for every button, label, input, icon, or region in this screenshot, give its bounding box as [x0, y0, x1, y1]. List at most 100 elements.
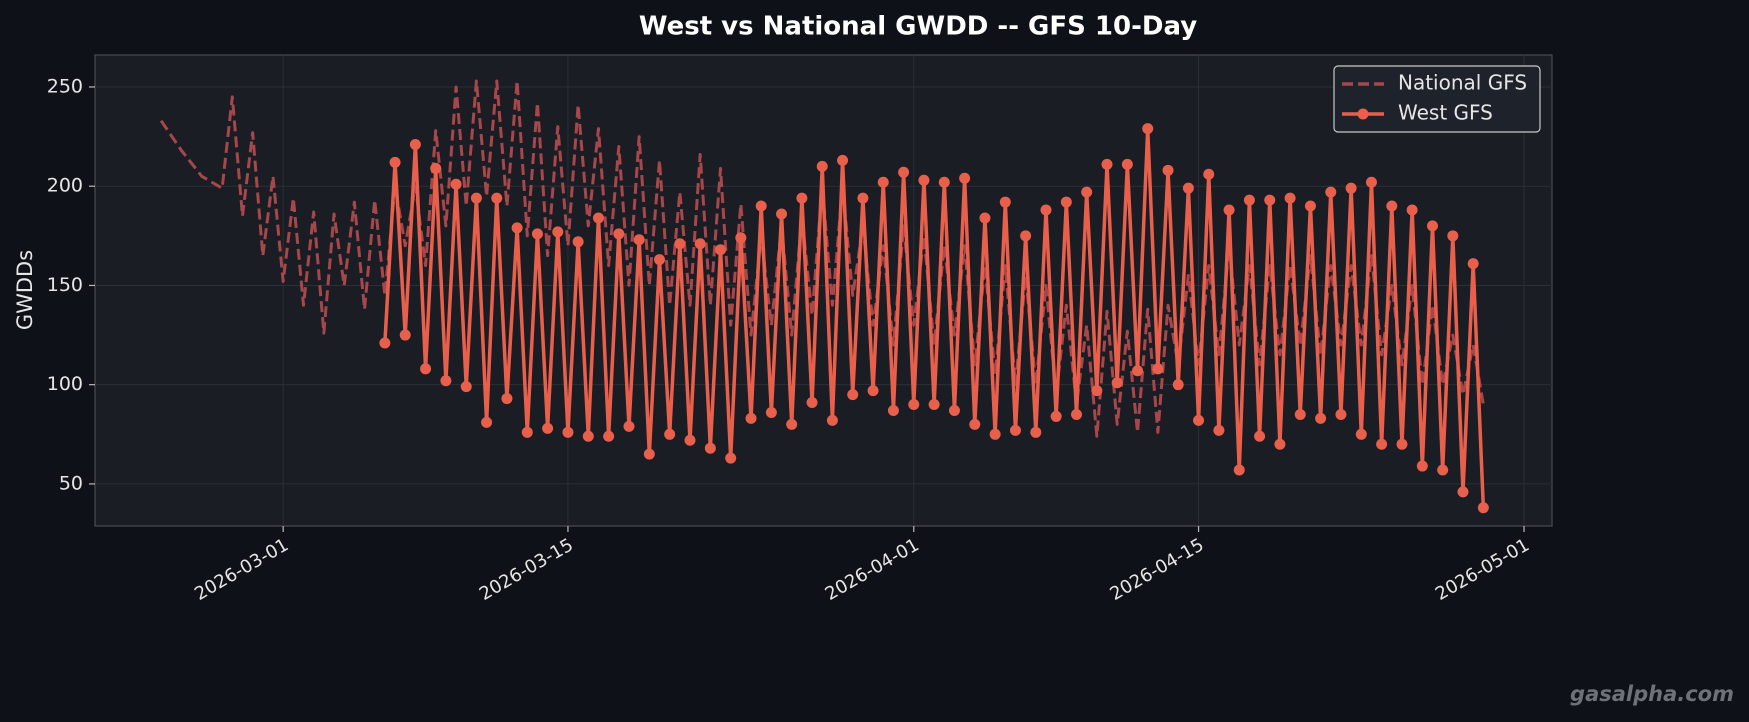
y-axis-label: GWDDs [13, 250, 37, 330]
data-point [898, 166, 910, 178]
data-point [450, 178, 462, 190]
data-point [1101, 158, 1113, 170]
data-point [389, 156, 401, 168]
data-point [623, 420, 635, 432]
data-point [1274, 438, 1286, 450]
legend-box [1333, 65, 1541, 133]
data-point [460, 381, 472, 393]
data-point [592, 212, 604, 224]
legend-label: West GFS [1398, 101, 1493, 125]
data-point [908, 399, 920, 411]
data-point [877, 176, 889, 188]
data-point [969, 418, 981, 430]
data-point [826, 414, 838, 426]
data-point [1284, 192, 1296, 204]
data-point [715, 244, 727, 256]
data-point [409, 139, 421, 151]
data-point [399, 329, 411, 341]
data-point [613, 228, 625, 240]
data-point [1162, 164, 1174, 176]
data-point [1172, 379, 1184, 391]
data-point [928, 399, 940, 411]
data-point [1142, 123, 1154, 135]
data-point [1325, 186, 1337, 198]
data-point [552, 226, 564, 238]
data-point [694, 238, 706, 250]
data-point [572, 236, 584, 248]
data-point [1376, 438, 1388, 450]
data-point [837, 154, 849, 166]
data-point [938, 176, 950, 188]
plot-area [94, 54, 1553, 527]
data-point [816, 160, 828, 172]
y-tick-label: 250 [47, 75, 83, 97]
data-point [511, 222, 523, 234]
data-point [979, 212, 991, 224]
data-point [959, 172, 971, 184]
data-point [1304, 200, 1316, 212]
data-point [684, 434, 696, 446]
data-point [1294, 408, 1306, 420]
data-point [847, 389, 859, 401]
data-point [1457, 486, 1469, 498]
data-point [867, 385, 879, 397]
data-point [603, 430, 615, 442]
data-point [420, 363, 432, 375]
data-point [1315, 412, 1327, 424]
data-point [470, 192, 482, 204]
legend-label: National GFS [1398, 71, 1527, 95]
data-point [1243, 194, 1255, 206]
y-tick-label: 100 [47, 373, 83, 395]
data-point [1050, 410, 1062, 422]
data-point [776, 208, 788, 220]
data-point [531, 228, 543, 240]
chart-title: West vs National GWDD -- GFS 10-Day [639, 12, 1197, 42]
data-point [857, 192, 869, 204]
data-point [1437, 464, 1449, 476]
data-point [582, 430, 594, 442]
data-point [1111, 377, 1123, 389]
data-point [1060, 196, 1072, 208]
data-point [430, 162, 442, 174]
legend: National GFS West GFS [1333, 65, 1541, 133]
data-point [1386, 200, 1398, 212]
data-point [1416, 460, 1428, 472]
data-point [735, 232, 747, 244]
data-point [501, 393, 513, 405]
data-point [1081, 186, 1093, 198]
data-point [1335, 408, 1347, 420]
data-point [1203, 168, 1215, 180]
data-point [1223, 204, 1235, 216]
data-point [664, 428, 676, 440]
data-point [1406, 204, 1418, 216]
data-point [1365, 176, 1377, 188]
data-point [633, 234, 645, 246]
series-group [159, 79, 1489, 514]
data-point [1467, 258, 1479, 270]
data-point [1121, 158, 1133, 170]
data-point [918, 174, 930, 186]
data-point [440, 375, 452, 387]
data-point [643, 448, 655, 460]
data-point [786, 418, 798, 430]
data-point [1091, 385, 1103, 397]
data-point [796, 192, 808, 204]
data-point [1426, 220, 1438, 232]
data-point [542, 422, 554, 434]
watermark: gasalpha.com [1570, 682, 1734, 706]
data-point [562, 426, 574, 438]
data-point [1020, 230, 1032, 242]
data-point [1477, 502, 1489, 514]
data-point [1233, 464, 1245, 476]
data-point [887, 404, 899, 416]
data-point [765, 406, 777, 418]
data-point [521, 426, 533, 438]
data-point [674, 238, 686, 250]
data-point [725, 452, 737, 464]
data-point [704, 442, 716, 454]
data-point [1009, 424, 1021, 436]
data-point [1040, 204, 1052, 216]
data-point [745, 412, 757, 424]
data-point [1447, 230, 1459, 242]
